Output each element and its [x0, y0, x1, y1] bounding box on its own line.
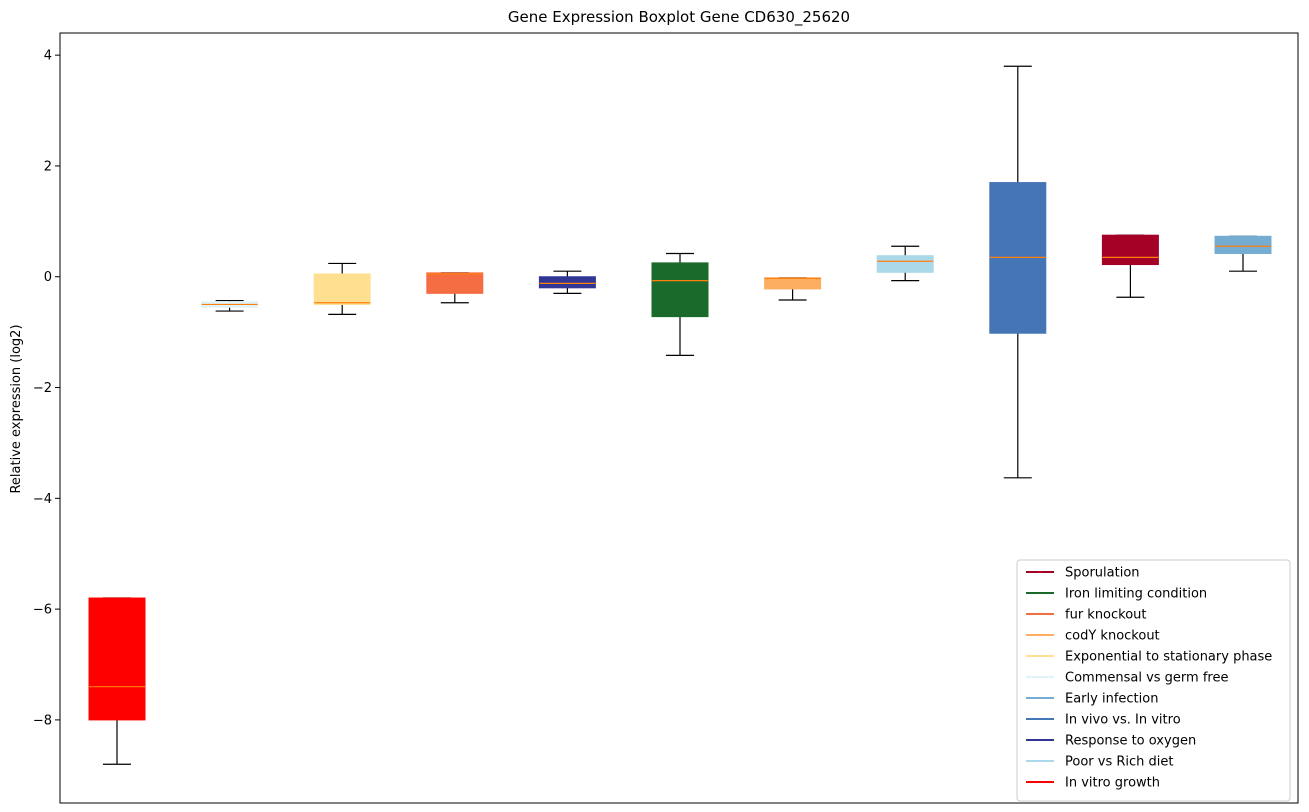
legend-label: Sporulation: [1065, 566, 1140, 581]
y-tick-label: 0: [44, 270, 52, 285]
box-body: [1214, 235, 1272, 254]
box-group: [538, 270, 596, 294]
y-axis: −8 −6 −4 −2 0 2 4: [33, 49, 60, 728]
legend-label: Poor vs Rich diet: [1065, 755, 1173, 770]
box-group: [764, 277, 822, 301]
y-tick-label: 2: [44, 159, 52, 174]
box-group: [88, 597, 146, 765]
legend-frame: [1016, 559, 1291, 802]
y-tick-label: −8: [33, 713, 52, 728]
box-group: [426, 272, 484, 304]
plot-area: [88, 65, 1272, 765]
box-group: [989, 65, 1047, 479]
box-body: [1101, 234, 1159, 266]
legend-label: In vivo vs. In vitro: [1065, 713, 1181, 728]
box-body: [88, 597, 146, 721]
box-body: [538, 276, 596, 289]
y-tick-label: −2: [33, 381, 52, 396]
legend-label: Response to oxygen: [1065, 734, 1196, 749]
box-body: [313, 273, 371, 305]
legend-label: Iron limiting condition: [1065, 587, 1207, 602]
y-tick-label: −6: [33, 603, 52, 618]
legend: Sporulation Iron limiting condition fur kn…: [1016, 559, 1291, 802]
box-body: [426, 272, 484, 294]
box-body: [764, 277, 822, 290]
legend-label: Exponential to stationary phase: [1065, 650, 1272, 665]
box-group: [1101, 234, 1159, 298]
legend-label: codY knockout: [1065, 629, 1160, 644]
box-body: [651, 262, 709, 318]
box-body: [876, 255, 934, 273]
box-group: [313, 262, 371, 316]
box-group: [201, 299, 259, 312]
box-group: [876, 245, 934, 282]
y-tick-label: 4: [44, 49, 52, 64]
box-group: [1214, 235, 1272, 272]
box-group: [651, 252, 709, 357]
legend-label: Early infection: [1065, 692, 1158, 707]
legend-label: In vitro growth: [1065, 776, 1160, 791]
legend-label: fur knockout: [1065, 608, 1147, 623]
y-tick-label: −4: [33, 492, 52, 507]
y-axis-label: Relative expression (log2): [9, 324, 24, 493]
legend-label: Commensal vs germ free: [1065, 671, 1228, 686]
plot-frame: [59, 32, 1299, 804]
chart-title: Gene Expression Boxplot Gene CD630_25620: [508, 8, 850, 27]
